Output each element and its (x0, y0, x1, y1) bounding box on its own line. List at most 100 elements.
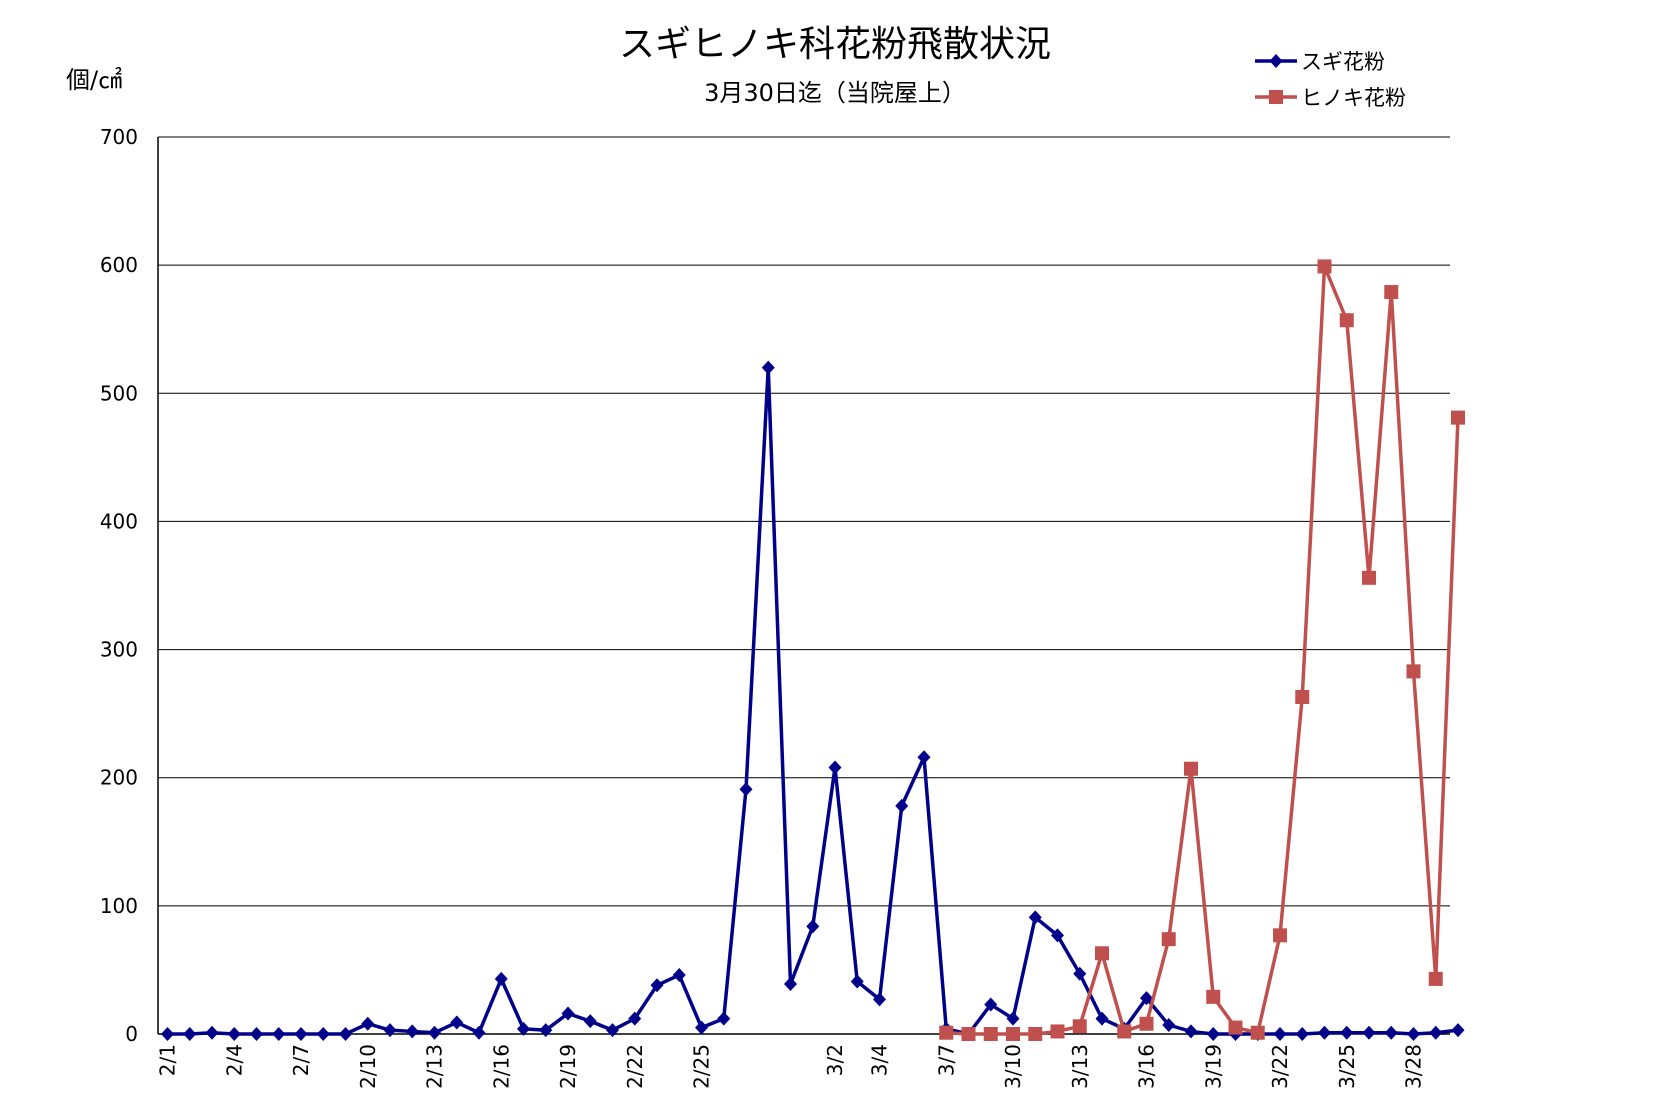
legend-marker-2 (1269, 90, 1283, 104)
series-1-point-1 (183, 1027, 197, 1041)
series-1-point-55 (1384, 1025, 1398, 1040)
series-1-point-7 (316, 1027, 330, 1041)
series-1-point-0 (161, 1027, 174, 1041)
x-tick-label-3-25: 3/25 (1335, 1044, 1359, 1089)
x-tick-label-2-7: 2/7 (289, 1044, 313, 1076)
series-2 (939, 259, 1465, 1041)
series-1-point-29 (806, 919, 820, 934)
series-2-point-57 (1428, 971, 1443, 986)
series-1-point-41 (1073, 966, 1087, 981)
chart-subtitle: 3月30日迄（当院屋上） (704, 79, 966, 107)
series-1-point-9 (361, 1016, 375, 1031)
series-1-point-22 (650, 978, 664, 993)
series-1-point-14 (472, 1025, 486, 1040)
y-tick-label-700: 700 (100, 125, 138, 149)
series-1-point-58 (1451, 1023, 1465, 1038)
x-tick-label-3-7: 3/7 (934, 1044, 958, 1076)
series-2-line (946, 265, 1460, 1036)
series-1-point-32 (873, 992, 886, 1007)
series-1-point-6 (294, 1027, 308, 1041)
series-1-point-2 (205, 1025, 219, 1040)
series-1-point-54 (1362, 1025, 1376, 1040)
series-1-point-45 (1162, 1018, 1176, 1033)
series-2-point-52 (1317, 259, 1332, 274)
x-tick-label-3-28: 3/28 (1402, 1044, 1426, 1089)
series-1-point-8 (339, 1027, 352, 1041)
x-tick-label-2-22: 2/22 (623, 1044, 647, 1089)
legend-item-2: ヒノキ花粉 (1255, 86, 1406, 110)
series-1-point-38 (1006, 1011, 1020, 1026)
series-1-point-50 (1273, 1027, 1287, 1041)
x-tick-label-3-10: 3/10 (1001, 1044, 1025, 1089)
y-tick-label-0: 0 (125, 1022, 138, 1046)
y-tick-label-100: 100 (100, 894, 138, 918)
series-1-point-18 (561, 1006, 575, 1021)
series-2-point-39 (1028, 1027, 1043, 1041)
y-axis-tick-labels: 0 100 200 300 400 500 600 700 (100, 125, 138, 1046)
y-tick-label-600: 600 (100, 253, 138, 277)
series-1-point-11 (405, 1024, 419, 1039)
series-2-point-53 (1339, 313, 1354, 328)
y-tick-label-200: 200 (100, 766, 138, 790)
series-1-point-27 (761, 360, 775, 375)
series-1-point-26 (739, 782, 753, 797)
series-2-point-43 (1117, 1024, 1132, 1039)
series-1-point-21 (628, 1011, 642, 1026)
series-1-point-57 (1429, 1025, 1443, 1040)
legend-marker-1 (1269, 54, 1283, 68)
legend-label-2: ヒノキ花粉 (1301, 86, 1406, 110)
series-1-point-37 (984, 997, 998, 1012)
x-tick-label-2-13: 2/13 (423, 1044, 447, 1089)
series-2-point-41 (1072, 1019, 1087, 1034)
series-1-line (167, 367, 1459, 1036)
series-1-point-44 (1140, 991, 1153, 1006)
x-tick-label-3-4: 3/4 (868, 1044, 892, 1076)
legend-label-1: スギ花粉 (1301, 50, 1385, 74)
series-2-point-55 (1384, 285, 1399, 300)
series-1-point-19 (583, 1014, 597, 1029)
series-2-point-40 (1050, 1024, 1065, 1039)
series-2-point-54 (1362, 570, 1376, 585)
series-1-point-16 (517, 1021, 530, 1036)
x-tick-label-3-13: 3/13 (1068, 1044, 1092, 1089)
series-2-point-37 (983, 1027, 998, 1041)
series-2-point-42 (1095, 946, 1109, 961)
series-1 (161, 360, 1465, 1041)
series-1-point-47 (1206, 1027, 1220, 1041)
axes (157, 137, 1450, 1035)
x-tick-label-3-19: 3/19 (1201, 1044, 1225, 1089)
series-1-point-53 (1340, 1025, 1354, 1040)
series-1-point-24 (695, 1020, 708, 1035)
x-tick-label-3-2: 3/2 (823, 1044, 847, 1076)
x-tick-label-2-25: 2/25 (690, 1044, 714, 1089)
series-1-point-42 (1095, 1011, 1109, 1026)
series-1-point-40 (1051, 928, 1064, 943)
series-1-point-4 (250, 1027, 263, 1041)
x-tick-label-2-10: 2/10 (356, 1044, 380, 1089)
series-1-point-5 (272, 1027, 286, 1041)
series-1-point-52 (1318, 1025, 1331, 1040)
series-1-point-13 (450, 1015, 464, 1030)
y-tick-label-500: 500 (100, 381, 138, 405)
series-1-point-33 (895, 798, 909, 813)
series-2-point-45 (1161, 932, 1176, 947)
series-1-point-31 (850, 974, 864, 989)
series-1-point-23 (672, 968, 686, 983)
x-tick-label-2-4: 2/4 (222, 1044, 246, 1076)
data-series (161, 259, 1465, 1041)
x-tick-label-2-16: 2/16 (489, 1044, 513, 1089)
series-1-point-3 (227, 1027, 241, 1041)
series-1-point-51 (1295, 1027, 1309, 1041)
legend-item-1: スギ花粉 (1255, 50, 1385, 74)
series-2-point-48 (1228, 1020, 1243, 1035)
series-2-point-51 (1295, 689, 1310, 704)
series-2-point-38 (1006, 1027, 1020, 1041)
series-1-point-15 (494, 971, 508, 986)
series-2-point-36 (961, 1027, 976, 1041)
x-tick-label-3-22: 3/22 (1268, 1044, 1292, 1089)
series-1-point-56 (1407, 1027, 1420, 1041)
chart-title: スギヒノキ科花粉飛散状況 (619, 24, 1051, 65)
x-axis-tick-labels: 2/1 2/4 2/7 2/10 2/13 2/16 2/19 2/22 2/25 3/2 3/4 3… (156, 1044, 1426, 1089)
